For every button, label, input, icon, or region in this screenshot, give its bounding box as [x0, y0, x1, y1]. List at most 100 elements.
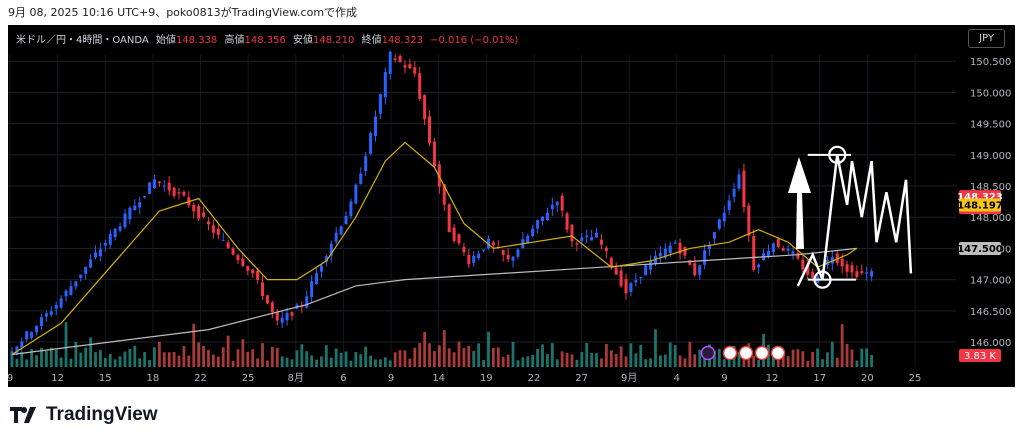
candle-body: [668, 245, 672, 254]
candle-body: [349, 201, 353, 217]
y-tick-label: 147.000: [970, 276, 1011, 287]
candle-body: [216, 228, 220, 235]
candle-body: [25, 331, 29, 340]
candle-body: [693, 263, 697, 276]
volume-bar: [713, 350, 716, 367]
candle-body: [388, 51, 392, 74]
volume-bar: [570, 354, 574, 367]
volume-bar: [521, 357, 525, 367]
candle-body: [472, 255, 476, 263]
candle-body: [383, 72, 387, 98]
x-tick-label: 15: [99, 373, 112, 384]
price-label-tag: [959, 241, 1001, 255]
candle-body: [855, 271, 859, 278]
volume-bar: [99, 350, 102, 367]
volume-bar: [791, 349, 795, 367]
candle-body: [776, 238, 780, 247]
candle-body: [506, 254, 510, 260]
candle-body: [708, 245, 712, 250]
volume-bar: [285, 357, 289, 367]
candle-body: [261, 282, 265, 297]
candle-body: [44, 313, 48, 317]
volume-bar: [364, 346, 368, 367]
volume-bar: [654, 329, 657, 367]
volume-bar: [560, 351, 564, 367]
tradingview-logo[interactable]: TradingView: [10, 404, 158, 426]
candle-body: [275, 311, 279, 321]
candle-body: [285, 313, 289, 321]
volume-bar: [374, 359, 377, 367]
volume-bar: [821, 359, 824, 367]
volume-bar: [668, 342, 672, 367]
y-tick-label: 150.000: [970, 88, 1011, 99]
x-tick-label: 9: [388, 373, 394, 384]
candle-body: [467, 254, 471, 265]
candle-body: [452, 227, 456, 242]
candle-body: [845, 264, 849, 272]
volume-bar: [457, 341, 461, 367]
volume-bar: [354, 351, 358, 367]
volume-bar: [614, 354, 618, 367]
volume-bar: [830, 341, 834, 367]
x-tick-label: 19: [480, 373, 493, 384]
candle-body: [398, 56, 402, 62]
volume-bar: [310, 355, 314, 367]
candle-body: [639, 276, 643, 278]
candle-body: [354, 184, 358, 204]
volume-bar: [452, 352, 456, 367]
x-tick-label: 12: [51, 373, 64, 384]
candle-body: [98, 249, 102, 257]
volume-bar: [511, 341, 515, 367]
chart-panel[interactable]: 150.500 150.000 149.500 149.000 148.500 148.0…: [8, 25, 1015, 387]
volume-bar: [256, 358, 260, 367]
volume-bar: [565, 352, 569, 367]
volume-bar: [359, 354, 363, 367]
volume-bar: [816, 348, 819, 367]
price-label-text: 148.323: [957, 192, 1003, 203]
x-tick-label: 20: [861, 373, 874, 384]
volume-bar: [437, 345, 441, 367]
currency-button[interactable]: JPY: [968, 29, 1005, 48]
candle-body: [94, 252, 98, 258]
candle-body: [840, 258, 844, 267]
volume-bar: [25, 359, 29, 367]
candle-body: [732, 188, 736, 197]
x-tick-label: 12: [766, 373, 779, 384]
candle-body: [118, 226, 122, 231]
candle-body: [15, 346, 19, 354]
volume-bar: [187, 355, 191, 367]
candle-body: [231, 248, 235, 255]
x-tick-label: 8月: [288, 372, 304, 384]
candle-body: [511, 256, 515, 261]
volume-bar: [20, 352, 24, 367]
volume-label-tag: [959, 349, 1001, 362]
volume-bar: [344, 351, 348, 367]
symbol-label[interactable]: 米ドル／円・4時間・OANDA: [16, 35, 149, 46]
volume-bar: [413, 347, 417, 367]
candle-body: [541, 216, 545, 222]
x-tick-label: 9月: [621, 372, 637, 384]
price-chart[interactable]: 150.500 150.000 149.500 149.000 148.500 148.0…: [8, 25, 1015, 387]
candle-body: [477, 253, 481, 259]
us-flag-event-icon: [770, 345, 786, 361]
candle-body: [270, 302, 274, 313]
candle-body: [703, 250, 707, 265]
candle-body: [462, 246, 466, 253]
candle-body: [550, 204, 554, 210]
volume-bar: [408, 358, 412, 367]
candle-body: [226, 242, 230, 248]
open-value: 148.338: [175, 35, 218, 46]
volume-bar: [590, 352, 594, 367]
candle-body: [860, 271, 864, 274]
volume-bar: [496, 347, 500, 367]
candle-body: [771, 243, 775, 253]
volume-bar: [752, 356, 756, 367]
volume-bar: [555, 359, 559, 367]
volume-bar: [339, 352, 343, 367]
candle-body: [69, 286, 73, 296]
candle-body: [619, 270, 623, 287]
candle-body: [89, 259, 93, 268]
volume-bar: [226, 335, 230, 367]
candle-body: [491, 242, 495, 246]
volume-bar: [393, 352, 397, 367]
